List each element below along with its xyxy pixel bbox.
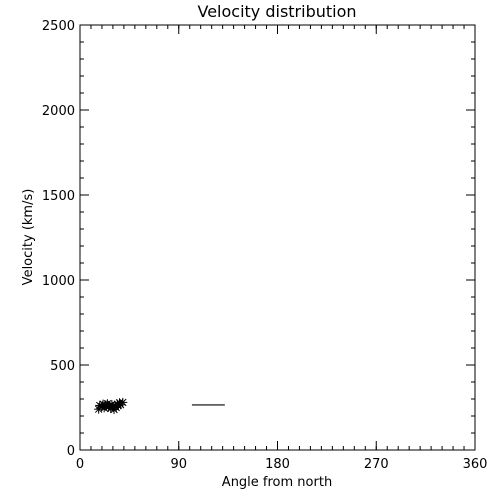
x-tick-label: 0 [76,457,84,472]
y-tick-label: 500 [50,359,75,374]
y-tick-label: 0 [67,444,75,459]
data-marks [94,397,225,415]
y-tick-label: 2500 [42,19,75,34]
x-tick-label: 90 [170,457,187,472]
y-tick-label: 1500 [42,189,75,204]
y-tick-label: 1000 [42,274,75,289]
axis-ticks [79,24,476,451]
tick-labels: 0 90 180 270 360 0 500 1000 1500 2000 2500 [42,19,488,472]
data-point [118,397,128,407]
plot-frame [79,24,476,451]
y-tick-label: 2000 [42,104,75,119]
x-tick-label: 270 [364,457,389,472]
y-axis-label: Velocity (km/s) [21,189,36,286]
x-tick-label: 360 [463,457,488,472]
x-tick-label: 180 [265,457,290,472]
x-axis-label: Angle from north [222,475,332,490]
chart-title: Velocity distribution [197,2,356,21]
